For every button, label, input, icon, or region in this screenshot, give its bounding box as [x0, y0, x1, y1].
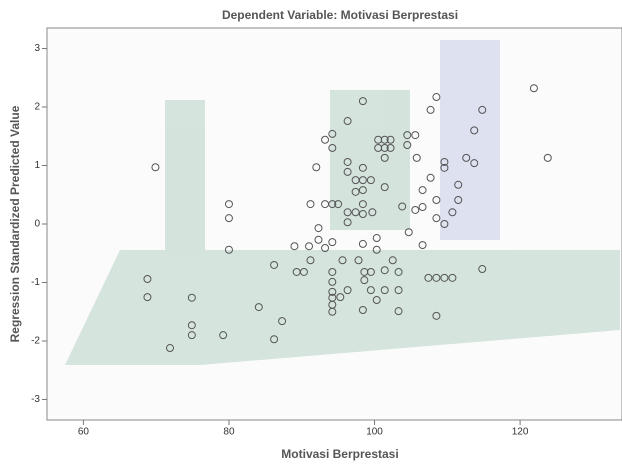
chart-title: Dependent Variable: Motivasi Berprestasi — [222, 8, 458, 22]
chart: Dependent Variable: Motivasi Berprestasi… — [0, 0, 622, 468]
y-axis-label: Regression Standardized Predicted Value — [8, 105, 22, 342]
x-tick-label: 100 — [366, 427, 383, 438]
y-tick-label: 1 — [34, 160, 40, 171]
y-tick-label: 3 — [34, 43, 40, 54]
x-tick-label: 80 — [223, 427, 235, 438]
y-tick-label: -2 — [31, 336, 40, 347]
x-axis-label: Motivasi Berprestasi — [281, 447, 398, 461]
y-tick-label: -1 — [31, 277, 40, 288]
x-tick-label: 60 — [78, 427, 90, 438]
y-tick-label: -3 — [31, 394, 40, 405]
y-tick-label: 2 — [34, 102, 40, 113]
y-tick-label: 0 — [34, 219, 40, 230]
x-tick-label: 120 — [512, 427, 529, 438]
